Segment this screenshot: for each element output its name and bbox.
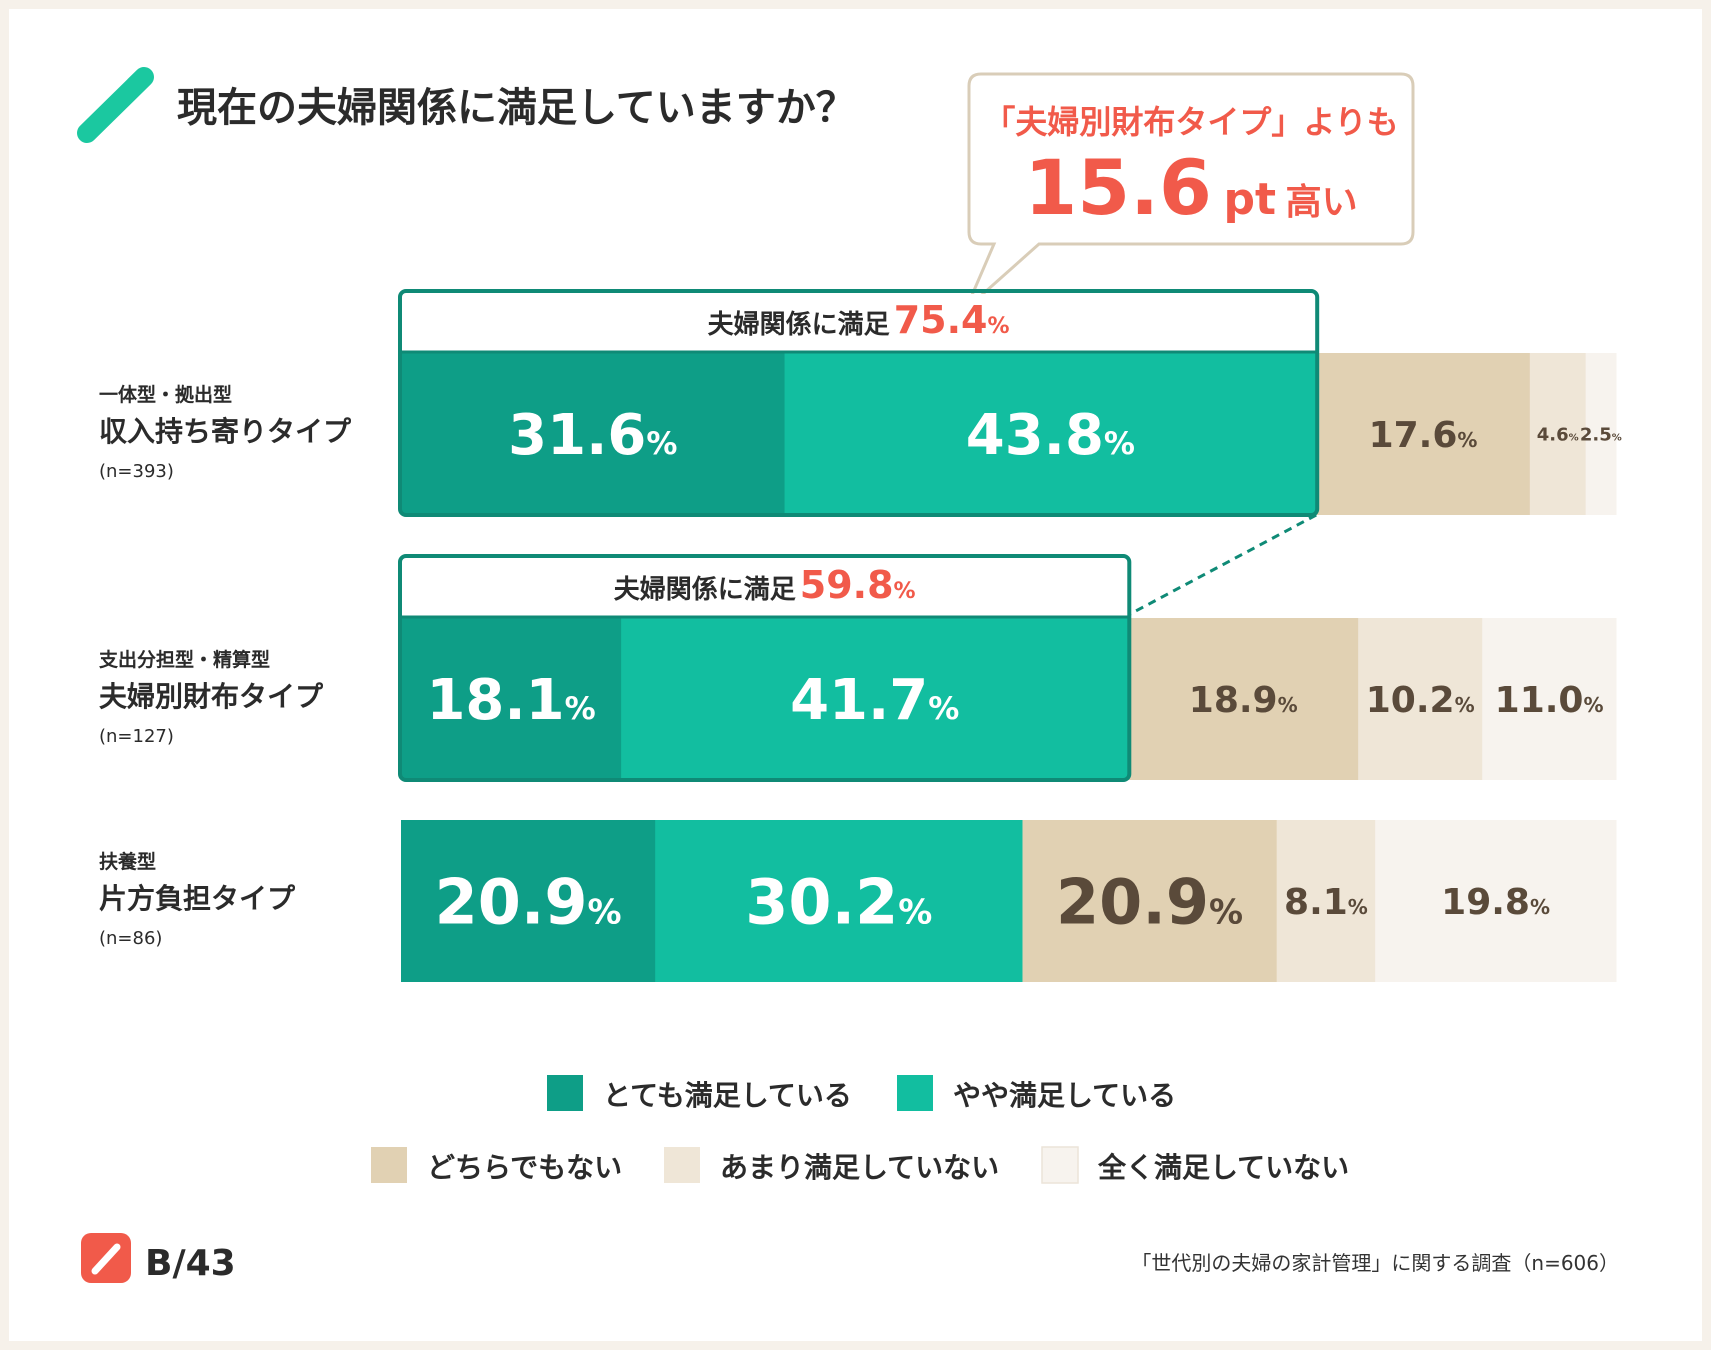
legend-item: やや満足している <box>897 1075 1176 1112</box>
bar-segment <box>1128 618 1359 780</box>
bar-segment <box>655 820 1023 982</box>
callout-value: 15.6 <box>1024 143 1212 232</box>
bar-segment <box>621 618 1129 780</box>
callout-value-line: 15.6 pt 高い <box>1024 143 1357 232</box>
callout-unit: pt <box>1223 174 1276 225</box>
legend-label: あまり満足していない <box>720 1151 999 1184</box>
satisfied-label: 夫婦関係に満足 75.4% <box>708 298 1010 342</box>
row-name-label: 片方負担タイプ <box>99 882 296 915</box>
satisfied-bracket <box>398 289 1320 517</box>
row-sub-label: 扶養型 <box>99 850 156 873</box>
footer-logo: B/43 <box>81 1233 236 1284</box>
row-n-label: (n=86) <box>99 928 162 949</box>
bar-value-label: 11.0% <box>1495 680 1604 721</box>
row-n-label: (n=393) <box>99 461 174 482</box>
bar-segment <box>1358 618 1483 780</box>
legend-label: やや満足している <box>953 1079 1176 1112</box>
legend-item: あまり満足していない <box>664 1147 999 1184</box>
row-n-label: (n=127) <box>99 726 174 747</box>
legend-swatch <box>664 1147 700 1183</box>
source-note: 「世代別の夫婦の家計管理」に関する調査（n=606） <box>1131 1251 1619 1275</box>
bar-value-label: 31.6% <box>508 403 677 468</box>
comparison-connector <box>1127 513 1317 617</box>
legend-swatch <box>1041 1146 1079 1184</box>
bar-value-label: 20.9% <box>435 865 622 938</box>
callout-line1: 「夫婦別財布タイプ」よりも <box>983 103 1398 141</box>
legend-item: どちらでもない <box>371 1147 622 1184</box>
page-title: 現在の夫婦関係に満足していますか？ <box>177 85 856 131</box>
satisfied-header-bg <box>403 559 1127 615</box>
bar-segment <box>784 353 1317 515</box>
row-name-label: 夫婦別財布タイプ <box>99 680 324 713</box>
bar-value-label: 43.8% <box>966 403 1135 468</box>
chart-canvas: 現在の夫婦関係に満足していますか？ 「夫婦別財布タイプ」よりも 15.6 pt … <box>77 67 1622 1284</box>
bar-value-label: 30.2% <box>745 865 932 938</box>
bar-segment <box>1529 353 1587 515</box>
logo-text: B/43 <box>145 1243 236 1284</box>
satisfied-bracket <box>398 554 1132 782</box>
legend-swatch <box>547 1075 583 1111</box>
row-sub-label: 支出分担型・精算型 <box>98 648 270 671</box>
satisfied-header-bg <box>403 294 1315 350</box>
legend-item: とても満足している <box>547 1075 852 1112</box>
row-name-label: 収入持ち寄りタイプ <box>99 415 352 448</box>
callout-bubble: 「夫婦別財布タイプ」よりも 15.6 pt 高い <box>964 72 1415 311</box>
bar-value-label: 4.6% <box>1537 424 1579 445</box>
bar-value-label: 18.9% <box>1189 680 1298 721</box>
infographic-card: 現在の夫婦関係に満足していますか？ 「夫婦別財布タイプ」よりも 15.6 pt … <box>9 9 1702 1341</box>
bar-segment <box>401 353 786 515</box>
bar-value-label: 41.7% <box>790 668 959 733</box>
bar-segment <box>1276 820 1376 982</box>
bar-value-label: 17.6% <box>1369 415 1478 456</box>
legend-label: とても満足している <box>603 1079 852 1112</box>
bar-value-label: 18.1% <box>426 668 595 733</box>
legend-item: 全く満足していない <box>1041 1146 1349 1184</box>
legend-label: 全く満足していない <box>1097 1151 1349 1184</box>
bar-value-label: 10.2% <box>1366 680 1475 721</box>
bar-value-label: 2.5% <box>1580 424 1622 445</box>
bar-value-label: 20.9% <box>1056 865 1243 938</box>
bar-segment <box>1482 618 1617 780</box>
callout-suffix: 高い <box>1286 182 1358 223</box>
bar-segment <box>401 618 622 780</box>
bar-value-label: 8.1% <box>1284 882 1368 923</box>
title-accent-icon <box>77 67 154 143</box>
legend-swatch <box>897 1075 933 1111</box>
bar-segment <box>1585 353 1617 515</box>
bar-segment <box>401 820 656 982</box>
legend-swatch <box>371 1147 407 1183</box>
legend-label: どちらでもない <box>427 1151 622 1184</box>
satisfied-label: 夫婦関係に満足 59.8% <box>614 563 916 607</box>
row-sub-label: 一体型・拠出型 <box>99 383 232 406</box>
bar-segment <box>1375 820 1617 982</box>
bar-segment <box>1316 353 1531 515</box>
bar-segment <box>1022 820 1278 982</box>
bar-value-label: 19.8% <box>1441 882 1550 923</box>
